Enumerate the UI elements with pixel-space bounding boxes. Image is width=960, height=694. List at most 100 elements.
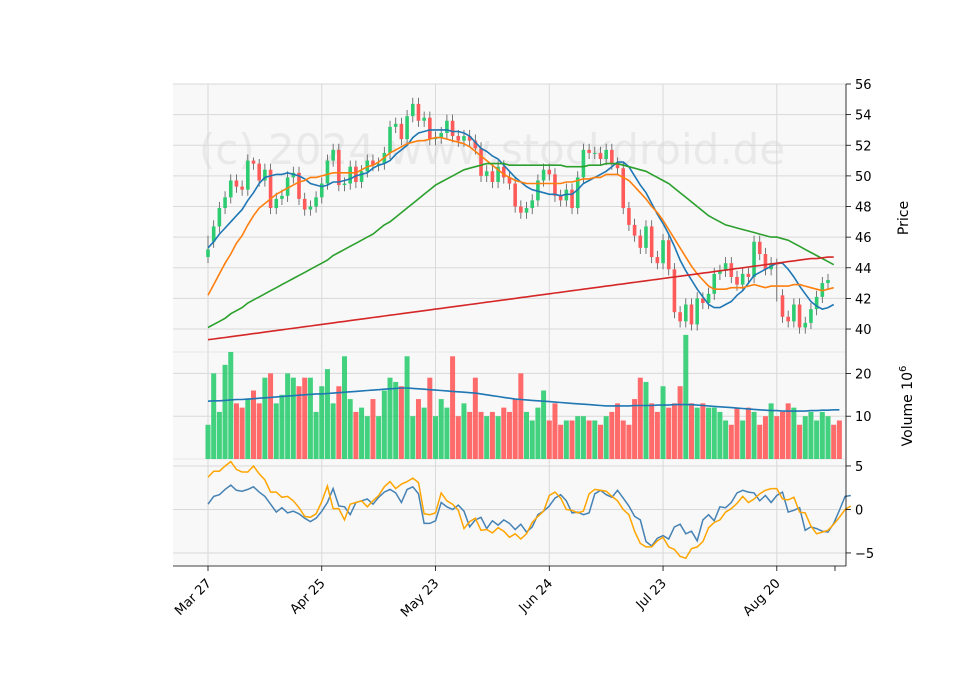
candle-body <box>280 195 284 199</box>
volume-bar <box>677 386 683 459</box>
volume-bar <box>233 403 239 459</box>
volume-bar <box>802 416 808 459</box>
candle-body <box>746 273 751 277</box>
candle-body <box>297 172 301 199</box>
volume-bar <box>421 407 427 459</box>
volume-bar <box>438 399 444 459</box>
candle-body <box>689 304 694 325</box>
series-line-volume-sma <box>207 387 840 412</box>
x-axis-tick-label: Apr 25 <box>287 576 328 617</box>
candle-body <box>337 149 341 186</box>
volume-bar <box>336 386 342 459</box>
volume-axis-label-exponent: 6 <box>898 366 909 372</box>
candle-body <box>388 126 392 153</box>
volume-bar <box>654 411 660 459</box>
candle-body <box>246 160 250 190</box>
candle-body <box>507 177 512 184</box>
volume-bar <box>575 416 581 459</box>
candle-body <box>342 183 347 186</box>
candle-body <box>450 120 455 137</box>
candle-body <box>354 166 358 183</box>
candle-body <box>416 103 421 121</box>
series-line-sma200 <box>207 256 834 341</box>
volume-bar <box>450 356 456 459</box>
x-axis-tick-label: May 23 <box>398 576 442 620</box>
candle-body <box>308 206 313 210</box>
volume-bar <box>433 416 439 459</box>
candle-body <box>621 168 626 209</box>
volume-bar <box>768 403 774 459</box>
volume-bar <box>211 373 217 459</box>
volume-bar <box>620 420 626 459</box>
volume-bar <box>273 403 279 459</box>
candle-body <box>695 298 699 325</box>
candle-body <box>428 117 432 140</box>
candle-body <box>359 171 364 183</box>
candle-body <box>217 208 222 227</box>
volume-bar <box>592 420 598 459</box>
candle-body <box>718 270 722 274</box>
x-axis-tick-label: Jul 23 <box>633 576 670 613</box>
volume-bar <box>506 411 512 459</box>
volume-bar <box>359 407 365 459</box>
volume-bar <box>296 386 302 459</box>
volume-bar <box>398 386 404 459</box>
volume-bar <box>251 390 257 459</box>
volume-bar <box>558 424 564 459</box>
volume-bar <box>393 381 399 459</box>
volume-bar <box>609 411 615 459</box>
volume-bar <box>791 407 797 459</box>
candle-body <box>524 208 529 213</box>
volume-bar <box>461 403 467 459</box>
volume-bar <box>239 407 245 459</box>
volume-bar <box>427 377 433 459</box>
candle-body <box>575 177 580 209</box>
candle-body <box>655 257 660 264</box>
macd-axis-tick-label: 5 <box>855 460 863 475</box>
candle-body <box>422 117 426 121</box>
candle-body <box>809 309 813 323</box>
volume-bar <box>660 386 666 459</box>
volume-bar <box>222 364 228 459</box>
volume-bar <box>541 390 547 459</box>
volume-bar <box>819 411 825 459</box>
macd-axis-tick-label: −5 <box>855 547 874 562</box>
candle-body <box>814 296 819 310</box>
candle-body <box>257 163 261 181</box>
candle-body <box>490 171 495 183</box>
candle-body <box>331 149 335 161</box>
volume-bar <box>313 411 319 459</box>
volume-bar <box>484 416 490 459</box>
x-axis-tick-label: Mar 27 <box>172 576 215 619</box>
candle-body <box>547 169 552 175</box>
volume-bar <box>268 373 274 459</box>
candle-body <box>462 136 466 141</box>
volume-bar <box>762 416 768 459</box>
volume-bar <box>489 411 495 459</box>
candle-body <box>604 149 608 160</box>
candle-body <box>712 273 717 294</box>
price-axis-tick-label: 56 <box>855 78 872 93</box>
candle-body <box>240 186 244 190</box>
volume-bar <box>603 416 609 459</box>
candle-body <box>826 280 830 284</box>
candle-body <box>558 195 563 201</box>
volume-bar <box>688 403 694 459</box>
volume-bar <box>740 420 746 459</box>
volume-bar <box>757 424 763 459</box>
price-axis-tick-label: 52 <box>855 139 872 154</box>
volume-bar <box>495 416 501 459</box>
volume-bar <box>307 377 313 459</box>
candle-body <box>615 163 620 169</box>
candle-body <box>592 152 597 154</box>
volume-bar <box>285 373 291 459</box>
volume-bar <box>467 411 473 459</box>
candle-body <box>786 316 790 322</box>
price-axis-tick-label: 54 <box>855 109 872 124</box>
series-line-sma50 <box>207 162 835 329</box>
volume-bar <box>472 377 478 459</box>
volume-bar <box>700 403 706 459</box>
price-axis-label: Price <box>896 201 912 235</box>
